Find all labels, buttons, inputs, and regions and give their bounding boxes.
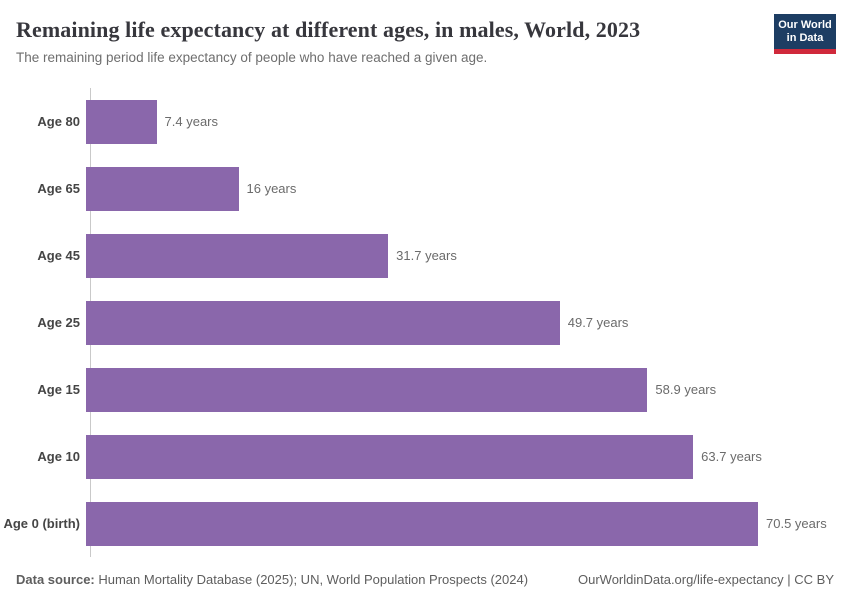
value-label: 31.7 years (396, 248, 457, 263)
category-label: Age 65 (37, 181, 80, 196)
bar-area: 63.7 years (85, 434, 850, 479)
bar-area: 31.7 years (85, 233, 850, 278)
bar-area: 49.7 years (85, 300, 850, 345)
bar-area: 70.5 years (85, 501, 850, 546)
bar (86, 166, 239, 211)
bar (86, 99, 157, 144)
value-label: 16 years (246, 181, 297, 196)
bar-rows: Age 80 7.4 years Age 65 16 years Age 45 31.7 … (0, 88, 850, 557)
chart-subtitle: The remaining period life expectancy of … (16, 50, 488, 65)
owid-logo-line2: in Data (786, 31, 824, 44)
value-label: 70.5 years (766, 516, 827, 531)
bar-area: 7.4 years (85, 99, 850, 144)
bar-row: Age 0 (birth) 70.5 years (0, 490, 850, 557)
bar-chart: Age 80 7.4 years Age 65 16 years Age 45 31.7 … (0, 88, 850, 557)
category-label: Age 0 (birth) (3, 516, 80, 531)
category-label: Age 25 (37, 315, 80, 330)
bar-area: 16 years (85, 166, 850, 211)
bar-row: Age 15 58.9 years (0, 356, 850, 423)
value-label: 63.7 years (701, 449, 762, 464)
owid-logo-line1: Our World (778, 18, 832, 31)
footer-link[interactable]: OurWorldinData.org/life-expectancy | CC … (577, 572, 834, 587)
bar (86, 300, 560, 345)
bar-row: Age 45 31.7 years (0, 222, 850, 289)
bar-row: Age 25 49.7 years (0, 289, 850, 356)
value-label: 49.7 years (567, 315, 629, 330)
data-source-label: Data source: (16, 572, 95, 587)
bar (86, 367, 648, 412)
bar (86, 501, 758, 546)
chart-title: Remaining life expectancy at different a… (16, 17, 641, 42)
value-label: 7.4 years (164, 114, 219, 129)
bar-area: 58.9 years (85, 367, 850, 412)
value-label: 58.9 years (655, 382, 717, 397)
data-source: Data source: Human Mortality Database (2… (16, 572, 528, 587)
category-label: Age 10 (37, 449, 80, 464)
category-label: Age 45 (37, 248, 80, 263)
chart-header: Remaining life expectancy at different a… (0, 0, 850, 67)
category-label: Age 15 (37, 382, 80, 397)
bar-row: Age 65 16 years (0, 155, 850, 222)
bar (86, 434, 694, 479)
owid-logo[interactable]: Our World in Data (774, 14, 836, 54)
bar-row: Age 10 63.7 years (0, 423, 850, 490)
chart-footer: Data source: Human Mortality Database (2… (16, 572, 834, 587)
bar (86, 233, 389, 278)
data-source-text: Human Mortality Database (2025); UN, Wor… (94, 572, 529, 587)
category-label: Age 80 (37, 114, 80, 129)
bar-row: Age 80 7.4 years (0, 88, 850, 155)
